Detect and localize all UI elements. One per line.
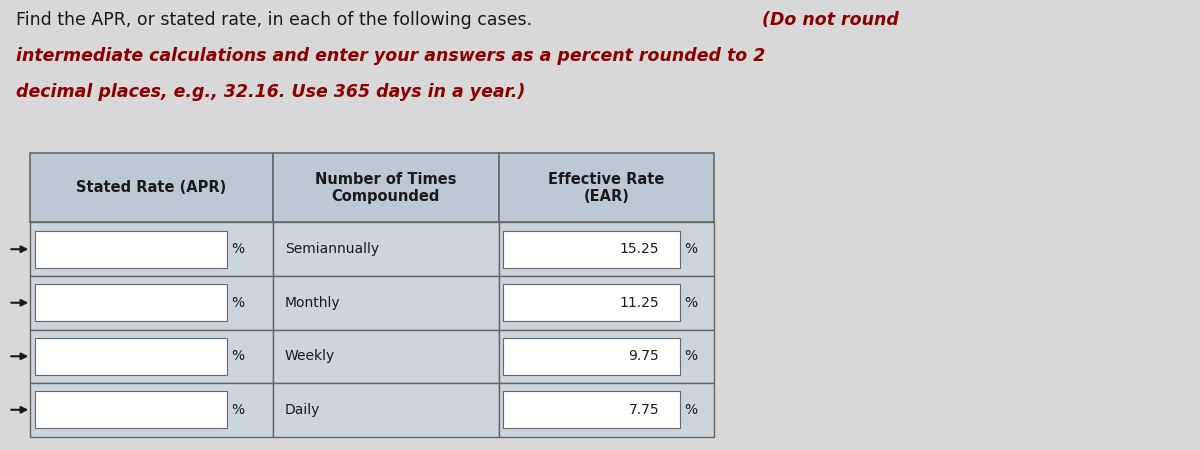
Bar <box>498 329 714 383</box>
Bar <box>272 222 498 276</box>
Text: %: % <box>230 403 244 417</box>
Text: Daily: Daily <box>284 403 320 417</box>
Bar <box>35 338 227 375</box>
Text: %: % <box>230 349 244 363</box>
Bar <box>272 153 498 222</box>
Bar <box>503 391 680 428</box>
Bar <box>35 284 227 321</box>
Text: Weekly: Weekly <box>284 349 335 363</box>
Bar <box>498 383 714 436</box>
Bar <box>30 153 272 222</box>
Bar <box>30 383 272 436</box>
Text: %: % <box>684 296 697 310</box>
Text: intermediate calculations and enter your answers as a percent rounded to 2: intermediate calculations and enter your… <box>16 47 764 65</box>
Bar <box>498 222 714 276</box>
Text: 9.75: 9.75 <box>629 349 659 363</box>
Bar <box>35 391 227 428</box>
Bar <box>498 153 714 222</box>
Text: decimal places, e.g., 32.16. Use 365 days in a year.): decimal places, e.g., 32.16. Use 365 day… <box>16 83 524 101</box>
Text: 7.75: 7.75 <box>629 403 659 417</box>
Text: %: % <box>230 242 244 256</box>
Bar <box>30 329 272 383</box>
Text: %: % <box>684 349 697 363</box>
Text: Semiannually: Semiannually <box>284 242 379 256</box>
Bar <box>498 276 714 329</box>
Text: Effective Rate
(EAR): Effective Rate (EAR) <box>548 171 665 204</box>
Text: Stated Rate (APR): Stated Rate (APR) <box>77 180 227 195</box>
Text: 15.25: 15.25 <box>619 242 659 256</box>
Text: (Do not round: (Do not round <box>762 11 899 29</box>
Bar <box>272 276 498 329</box>
Text: %: % <box>230 296 244 310</box>
Bar <box>30 276 272 329</box>
Text: %: % <box>684 403 697 417</box>
Text: Monthly: Monthly <box>284 296 341 310</box>
Bar <box>272 383 498 436</box>
Bar <box>503 230 680 268</box>
Bar <box>503 284 680 321</box>
Text: %: % <box>684 242 697 256</box>
Bar <box>272 329 498 383</box>
Bar <box>503 338 680 375</box>
Text: Number of Times
Compounded: Number of Times Compounded <box>314 171 456 204</box>
Text: Find the APR, or stated rate, in each of the following cases.: Find the APR, or stated rate, in each of… <box>16 11 538 29</box>
Text: 11.25: 11.25 <box>619 296 659 310</box>
Bar <box>30 222 272 276</box>
Bar <box>35 230 227 268</box>
